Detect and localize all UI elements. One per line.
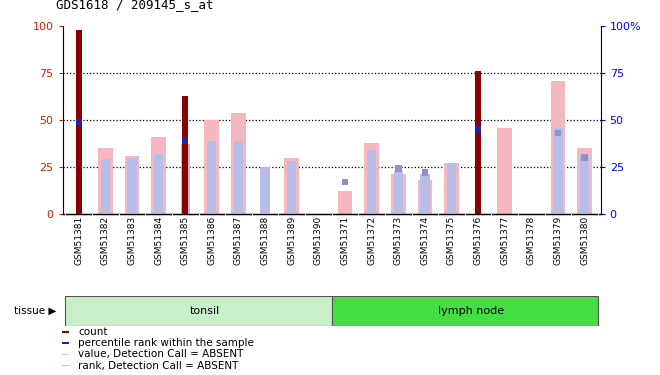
Bar (393, 171, 403, 214)
Text: value, Detection Call = ABSENT: value, Detection Call = ABSENT (78, 350, 244, 359)
Text: GSM51384: GSM51384 (154, 216, 163, 266)
Text: GSM51377: GSM51377 (500, 216, 510, 266)
Bar (98, 148, 113, 214)
Bar (420, 174, 430, 214)
Text: GSM51381: GSM51381 (74, 216, 83, 266)
Bar (65, 296, 331, 326)
Bar (498, 128, 512, 214)
Text: GSM51387: GSM51387 (234, 216, 243, 266)
Bar (127, 158, 137, 214)
Text: GSM51380: GSM51380 (580, 216, 589, 266)
Text: percentile rank within the sample: percentile rank within the sample (78, 338, 254, 348)
Bar (550, 81, 566, 214)
Bar (287, 161, 296, 214)
Bar (207, 141, 216, 214)
Bar (182, 96, 188, 214)
Text: tonsil: tonsil (190, 306, 220, 316)
Text: GSM51376: GSM51376 (474, 216, 482, 266)
Bar (581, 154, 588, 161)
Bar (61, 331, 69, 333)
Bar (61, 365, 69, 366)
Text: lymph node: lymph node (438, 306, 504, 316)
Bar (475, 71, 481, 214)
Bar (331, 296, 598, 326)
Bar (447, 163, 456, 214)
Bar (76, 30, 82, 214)
Text: tissue ▶: tissue ▶ (14, 306, 56, 316)
Bar (338, 191, 352, 214)
Bar (444, 163, 459, 214)
Bar (261, 167, 270, 214)
Bar (182, 137, 188, 144)
Text: GSM51385: GSM51385 (181, 216, 189, 266)
Bar (475, 126, 481, 133)
Bar (76, 118, 82, 125)
Bar (554, 130, 561, 136)
Text: GSM51386: GSM51386 (207, 216, 216, 266)
Bar (422, 169, 428, 176)
Text: GSM51373: GSM51373 (394, 216, 403, 266)
Bar (418, 180, 432, 214)
Text: GSM51382: GSM51382 (101, 216, 110, 266)
Text: GSM51375: GSM51375 (447, 216, 456, 266)
Text: GSM51388: GSM51388 (261, 216, 269, 266)
Text: GSM51379: GSM51379 (554, 216, 562, 266)
Bar (181, 144, 190, 214)
Bar (125, 156, 139, 214)
Bar (284, 158, 299, 214)
Bar (342, 178, 348, 185)
Bar (61, 354, 69, 355)
Text: GSM51374: GSM51374 (420, 216, 430, 266)
Text: GSM51378: GSM51378 (527, 216, 536, 266)
Text: GSM51389: GSM51389 (287, 216, 296, 266)
Bar (154, 154, 163, 214)
Bar (364, 142, 379, 214)
Bar (367, 150, 376, 214)
Bar (553, 128, 563, 214)
Text: count: count (78, 327, 108, 337)
Text: GDS1618 / 209145_s_at: GDS1618 / 209145_s_at (56, 0, 214, 11)
Bar (61, 342, 69, 344)
Text: GSM51371: GSM51371 (341, 216, 349, 266)
Text: GSM51372: GSM51372 (367, 216, 376, 266)
Text: rank, Detection Call = ABSENT: rank, Detection Call = ABSENT (78, 361, 238, 370)
Bar (391, 174, 405, 214)
Bar (395, 165, 401, 172)
Bar (205, 120, 219, 214)
Bar (151, 137, 166, 214)
Bar (231, 112, 246, 214)
Bar (578, 148, 592, 214)
Text: GSM51383: GSM51383 (127, 216, 137, 266)
Bar (580, 156, 589, 214)
Bar (234, 141, 243, 214)
Text: GSM51390: GSM51390 (314, 216, 323, 266)
Bar (100, 159, 110, 214)
